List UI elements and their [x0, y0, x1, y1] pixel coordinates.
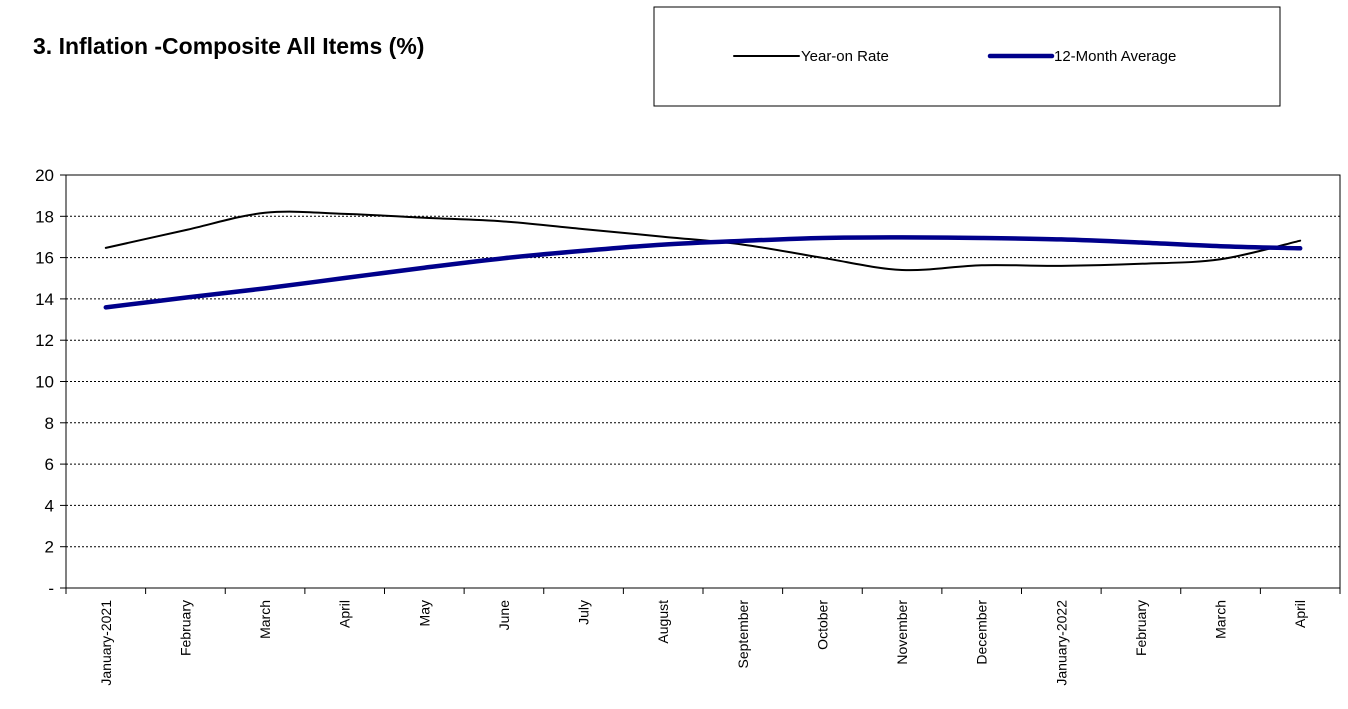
y-tick-label: 20: [35, 166, 54, 185]
y-tick-label: 16: [35, 249, 54, 268]
data-point-12-month-average: [1140, 242, 1142, 244]
data-point-year-on-rate: [583, 228, 585, 230]
x-tick-label: October: [814, 600, 830, 650]
x-tick-label: November: [894, 600, 910, 665]
y-tick-label: 14: [35, 290, 54, 309]
y-tick-label: 4: [45, 496, 54, 515]
chart-title: 3. Inflation -Composite All Items (%): [33, 33, 424, 59]
legend-label-12-month-average: 12-Month Average: [1054, 48, 1176, 65]
data-point-12-month-average: [264, 287, 266, 289]
axes: - 2 4 6 8 10 12 14 16 18 20 January-2021 February Mar…: [35, 166, 1341, 686]
data-point-12-month-average: [583, 250, 585, 252]
data-point-year-on-rate: [742, 244, 744, 246]
data-point-12-month-average: [901, 236, 903, 238]
data-point-year-on-rate: [1299, 240, 1301, 242]
x-tick-label: January-2021: [98, 600, 114, 686]
x-tick-label: July: [576, 600, 592, 625]
data-point-year-on-rate: [1220, 258, 1222, 260]
data-point-year-on-rate: [821, 257, 823, 259]
data-point-year-on-rate: [901, 269, 903, 271]
data-point-year-on-rate: [1140, 263, 1142, 265]
data-point-12-month-average: [662, 244, 664, 246]
x-tick-label: February: [177, 600, 193, 656]
x-tick-label: April: [1292, 600, 1308, 628]
data-point-year-on-rate: [184, 229, 186, 231]
data-point-12-month-average: [184, 297, 186, 299]
x-tick-label: April: [337, 600, 353, 628]
x-tick-label: August: [655, 600, 671, 644]
x-tick-label: December: [974, 600, 990, 665]
x-tick-label: March: [1213, 600, 1229, 639]
y-tick-label: 10: [35, 373, 54, 392]
data-point-12-month-average: [1299, 247, 1301, 249]
y-tick-label: 12: [35, 331, 54, 350]
data-point-12-month-average: [1060, 238, 1062, 240]
y-tick-label: 6: [45, 455, 54, 474]
series: [103, 210, 1303, 310]
y-tick-label: 2: [45, 538, 54, 557]
data-point-12-month-average: [105, 306, 107, 308]
data-point-year-on-rate: [105, 247, 107, 249]
data-point-year-on-rate: [1060, 265, 1062, 267]
data-point-year-on-rate: [981, 264, 983, 266]
series-line-12-month-average: [103, 235, 1303, 310]
y-tick-label: 8: [45, 414, 54, 433]
data-point-12-month-average: [742, 240, 744, 242]
x-tick-label: March: [257, 600, 273, 639]
data-point-12-month-average: [821, 237, 823, 239]
y-tick-label: -: [48, 579, 54, 598]
data-point-year-on-rate: [423, 217, 425, 219]
x-tick-label: January-2022: [1053, 600, 1069, 686]
legend: Year-on Rate 12-Month Average: [653, 6, 1281, 107]
x-tick-label: May: [416, 600, 432, 626]
gridlines: [66, 215, 1340, 548]
x-tick-label: September: [735, 600, 751, 669]
data-point-12-month-average: [1220, 245, 1222, 247]
data-point-12-month-average: [344, 277, 346, 279]
legend-label-year-on-rate: Year-on Rate: [801, 48, 889, 65]
data-point-year-on-rate: [503, 220, 505, 222]
data-point-year-on-rate: [662, 236, 664, 238]
data-point-year-on-rate: [344, 213, 346, 215]
data-point-year-on-rate: [264, 212, 266, 214]
series-line-year-on-rate: [104, 210, 1302, 272]
y-tick-label: 18: [35, 207, 54, 226]
data-point-12-month-average: [503, 257, 505, 259]
x-tick-label: February: [1133, 600, 1149, 656]
data-point-12-month-average: [981, 237, 983, 239]
data-point-12-month-average: [423, 267, 425, 269]
x-tick-label: June: [496, 600, 512, 631]
